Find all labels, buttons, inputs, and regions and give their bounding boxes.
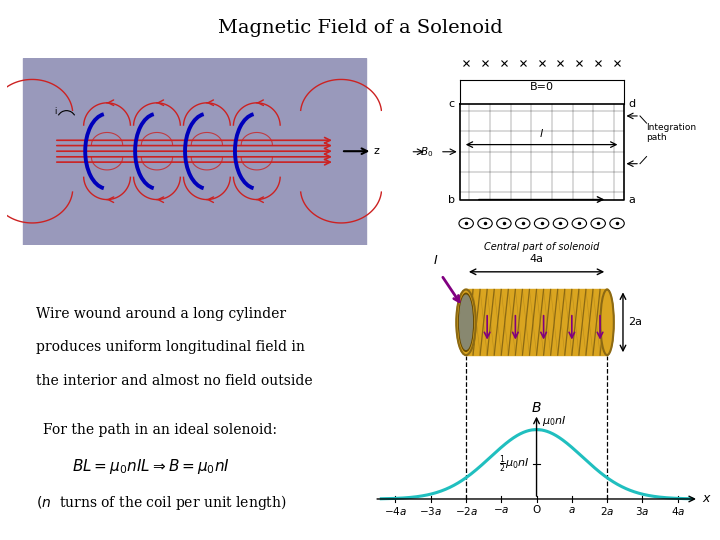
Text: $\mu_0 nI$: $\mu_0 nI$ <box>542 414 567 428</box>
Circle shape <box>534 218 549 228</box>
Text: 2a: 2a <box>629 318 642 327</box>
Circle shape <box>478 218 492 228</box>
Circle shape <box>516 218 530 228</box>
Text: $B_0$: $B_0$ <box>420 145 433 159</box>
Text: $BL = \mu_0 nIL \Rightarrow B = \mu_0 nI$: $BL = \mu_0 nIL \Rightarrow B = \mu_0 nI… <box>72 457 230 476</box>
Circle shape <box>459 218 473 228</box>
Circle shape <box>497 218 511 228</box>
Text: $3a$: $3a$ <box>635 505 649 517</box>
Text: Wire wound around a long cylinder: Wire wound around a long cylinder <box>36 307 286 321</box>
Circle shape <box>610 218 624 228</box>
Text: $2a$: $2a$ <box>600 505 614 517</box>
Ellipse shape <box>459 293 473 352</box>
Text: Magnetic Field of a Solenoid: Magnetic Field of a Solenoid <box>217 19 503 37</box>
Ellipse shape <box>459 295 472 349</box>
Text: b: b <box>448 194 455 205</box>
Text: $a$: $a$ <box>568 505 576 515</box>
Bar <box>466 289 607 355</box>
Text: l: l <box>540 129 543 139</box>
Text: B: B <box>532 401 541 415</box>
Text: $(n$  turns of the coil per unit length): $(n$ turns of the coil per unit length) <box>36 493 287 512</box>
Text: Integration
path: Integration path <box>647 123 697 143</box>
Text: 4a: 4a <box>529 254 544 264</box>
Text: c: c <box>449 99 455 109</box>
Text: I: I <box>434 254 438 267</box>
Text: $-2a$: $-2a$ <box>454 505 477 517</box>
Text: $\frac{1}{2}\mu_0 nI$: $\frac{1}{2}\mu_0 nI$ <box>499 454 529 475</box>
Ellipse shape <box>600 289 614 355</box>
Text: the interior and almost no field outside: the interior and almost no field outside <box>36 374 312 388</box>
Ellipse shape <box>456 289 476 355</box>
Text: $-4a$: $-4a$ <box>384 505 407 517</box>
Text: $4a$: $4a$ <box>670 505 685 517</box>
Text: Central part of solenoid: Central part of solenoid <box>484 242 599 252</box>
Circle shape <box>553 218 567 228</box>
Text: O: O <box>532 505 541 515</box>
Circle shape <box>572 218 587 228</box>
Text: x: x <box>703 492 710 505</box>
Text: d: d <box>629 99 636 109</box>
Text: $-3a$: $-3a$ <box>419 505 442 517</box>
Text: $-a$: $-a$ <box>493 505 510 515</box>
Text: i: i <box>54 107 56 116</box>
Circle shape <box>591 218 606 228</box>
Text: produces uniform longitudinal field in: produces uniform longitudinal field in <box>36 340 305 354</box>
Text: a: a <box>629 194 635 205</box>
Text: For the path in an ideal solenoid:: For the path in an ideal solenoid: <box>43 423 277 437</box>
Text: B=0: B=0 <box>530 82 554 92</box>
Text: z: z <box>374 146 379 156</box>
